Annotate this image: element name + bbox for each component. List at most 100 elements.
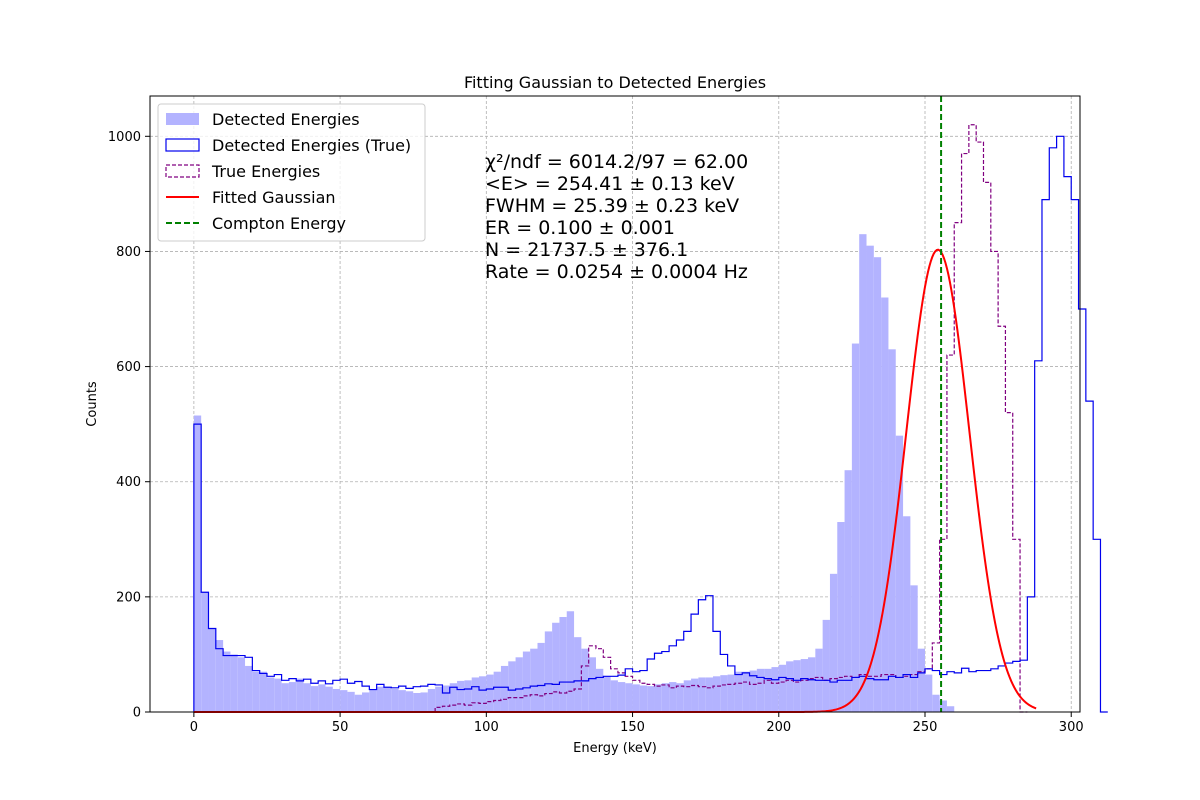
detected-bar <box>895 435 904 712</box>
detected-bar <box>245 665 253 712</box>
detected-bar <box>866 245 874 712</box>
detected-bar <box>442 685 450 712</box>
detected-bar <box>479 676 487 712</box>
detected-bar <box>325 686 333 712</box>
detected-bar <box>427 688 436 712</box>
detected-bar <box>347 691 355 712</box>
detected-bar <box>369 688 377 712</box>
x-tick-label: 200 <box>766 720 791 735</box>
detected-bar <box>756 668 765 712</box>
detected-bar <box>398 690 406 712</box>
y-axis-label: Counts <box>85 381 100 427</box>
detected-bar <box>318 684 326 712</box>
detected-bar <box>281 683 289 712</box>
fit-annotation-line: χ²/ndf = 6014.2/97 = 62.00 <box>485 151 748 173</box>
detected-bar <box>413 693 421 712</box>
detected-bar <box>537 642 545 712</box>
detected-bar <box>530 648 538 712</box>
detected-bar <box>486 674 494 712</box>
chart-title: Fitting Gaussian to Detected Energies <box>464 73 766 92</box>
detected-bar <box>808 657 816 712</box>
detected-bar <box>215 640 224 712</box>
x-tick-label: 100 <box>474 720 499 735</box>
fit-annotations: χ²/ndf = 6014.2/97 = 62.00<E> = 254.41 ±… <box>485 151 748 283</box>
y-tick-label: 1000 <box>108 130 141 145</box>
detected-bar <box>800 659 809 712</box>
detected-bar <box>603 676 611 712</box>
detected-bar <box>939 700 947 712</box>
detected-bar <box>595 668 604 712</box>
detected-bar <box>822 619 830 712</box>
detected-bar <box>354 694 363 712</box>
axis-ticks: 0 50 100 150 200 250 300 0 200 400 600 800 1000 <box>108 130 1084 735</box>
detected-bar <box>888 349 896 712</box>
x-tick-label: 300 <box>1059 720 1084 735</box>
detected-bar <box>793 660 801 712</box>
detected-bar <box>837 522 845 712</box>
detected-bar <box>310 686 319 712</box>
detected-bar <box>625 683 633 712</box>
legend-label: Compton Energy <box>212 214 346 233</box>
legend-label: Fitted Gaussian <box>212 188 336 207</box>
fit-annotation-line: <E> = 254.41 ± 0.13 keV <box>485 173 735 195</box>
detected-true-step <box>193 135 1108 713</box>
detected-bar <box>610 680 618 712</box>
detected-bar <box>303 683 311 712</box>
detected-bar <box>829 573 838 712</box>
detected-bar <box>844 470 852 712</box>
detected-bar <box>647 686 655 712</box>
detected-bar <box>632 684 640 712</box>
y-tick-label: 0 <box>133 706 141 721</box>
y-tick-label: 600 <box>116 360 141 375</box>
detected-bar <box>654 684 662 712</box>
detected-bar <box>946 706 955 712</box>
detected-bar <box>661 683 670 712</box>
detected-energies-bars <box>193 234 955 713</box>
detected-bar <box>340 690 348 712</box>
fit-annotation-line: ER = 0.100 ± 0.001 <box>485 217 675 239</box>
detected-bar <box>493 671 501 712</box>
legend: Detected Energies Detected Energies (True… <box>157 103 426 242</box>
detected-bar <box>566 611 575 712</box>
detected-bar <box>720 675 728 712</box>
detected-bar <box>910 585 918 712</box>
detected-bar <box>925 674 933 712</box>
detected-bar <box>742 671 750 712</box>
detected-bar <box>223 651 231 712</box>
detected-bar <box>683 680 692 712</box>
detected-bar <box>676 683 684 712</box>
legend-label: Detected Energies <box>212 110 360 129</box>
x-tick-label: 150 <box>620 720 645 735</box>
fit-annotation-line: FWHM = 25.39 ± 0.23 keV <box>485 195 739 217</box>
detected-bar <box>559 617 567 712</box>
detected-bar <box>508 661 516 712</box>
detected-bar <box>274 678 282 712</box>
detected-bar <box>405 691 414 712</box>
detected-bar <box>252 671 260 712</box>
detected-bar <box>932 694 940 712</box>
detected-bar <box>544 631 553 712</box>
detected-bar <box>201 592 209 712</box>
detected-bar <box>296 678 304 712</box>
detected-bar <box>669 682 677 712</box>
detected-bar <box>705 677 713 712</box>
detected-bar <box>691 678 699 712</box>
legend-swatch-filled <box>166 113 199 125</box>
legend-swatch-step <box>165 138 200 152</box>
detected-bar <box>383 687 392 712</box>
detected-bar <box>230 654 238 712</box>
detected-bar <box>727 674 735 712</box>
y-tick-label: 200 <box>116 590 141 605</box>
detected-bar <box>859 234 867 713</box>
x-tick-label: 50 <box>332 720 349 735</box>
legend-swatch-dashed <box>165 164 200 178</box>
detected-bar <box>266 677 275 712</box>
detected-bar <box>639 685 648 712</box>
detected-bar <box>237 657 246 712</box>
detected-bar <box>903 516 911 712</box>
detected-bar <box>332 688 341 712</box>
detected-bar <box>464 680 472 712</box>
detected-bar <box>376 686 384 712</box>
detected-bar <box>259 671 267 712</box>
step-histograms <box>193 124 1108 713</box>
